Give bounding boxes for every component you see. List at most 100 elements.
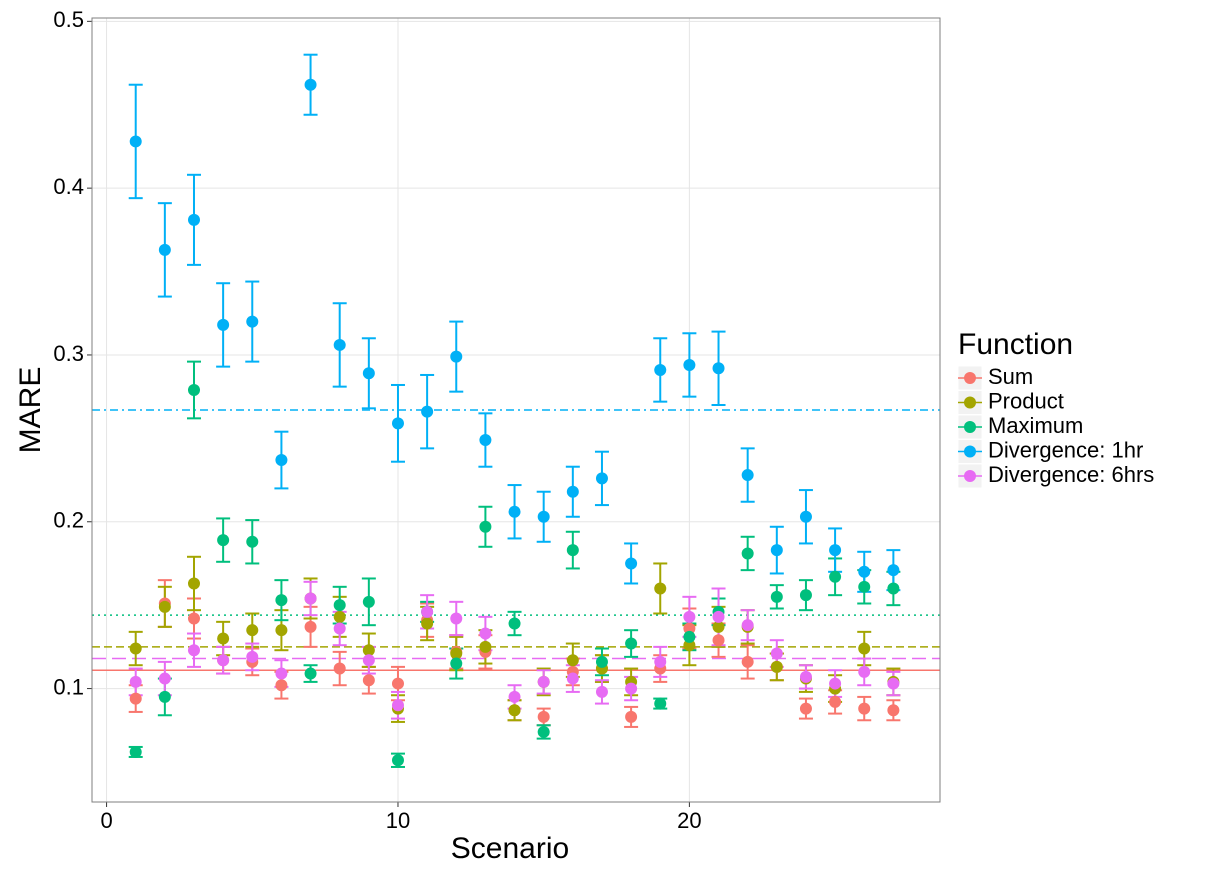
point: [158, 600, 171, 613]
point: [741, 469, 754, 482]
point: [858, 702, 871, 715]
point: [246, 315, 259, 328]
point: [391, 417, 404, 430]
point: [275, 594, 288, 607]
legend-label: Maximum: [988, 413, 1083, 438]
point: [333, 662, 346, 675]
point: [217, 318, 230, 331]
point: [887, 564, 900, 577]
legend-point: [964, 445, 976, 458]
legend-title: Function: [958, 328, 1073, 361]
point: [887, 582, 900, 595]
point: [829, 677, 842, 690]
point: [712, 610, 725, 623]
y-axis-title: MARE: [14, 367, 47, 454]
point: [683, 639, 696, 652]
point: [654, 582, 667, 595]
point: [275, 679, 288, 692]
point: [508, 617, 521, 630]
point: [625, 637, 638, 650]
point: [450, 612, 463, 625]
point: [799, 702, 812, 715]
point: [129, 692, 142, 705]
y-tick-label: 0.5: [53, 7, 84, 32]
point: [566, 654, 579, 667]
point: [333, 622, 346, 635]
point: [421, 405, 434, 418]
point: [362, 654, 375, 667]
point: [770, 590, 783, 603]
x-tick-label: 10: [386, 808, 410, 833]
point: [421, 605, 434, 618]
point: [829, 544, 842, 557]
point: [741, 547, 754, 560]
point: [887, 704, 900, 717]
point: [391, 699, 404, 712]
legend-point: [964, 421, 976, 433]
point: [595, 655, 608, 668]
point: [858, 665, 871, 678]
point: [158, 243, 171, 256]
legend-label: Divergence: 1hr: [988, 437, 1143, 462]
point: [275, 667, 288, 680]
point: [537, 710, 550, 723]
point: [712, 362, 725, 375]
point: [479, 520, 492, 533]
point: [537, 510, 550, 523]
point: [275, 454, 288, 467]
point: [158, 672, 171, 685]
point: [187, 644, 200, 657]
point: [246, 650, 259, 663]
point: [187, 383, 200, 396]
point: [508, 690, 521, 703]
point: [333, 610, 346, 623]
point: [362, 595, 375, 608]
point: [362, 644, 375, 657]
point: [217, 654, 230, 667]
point: [683, 610, 696, 623]
point: [450, 350, 463, 363]
point: [391, 754, 404, 767]
point: [158, 690, 171, 703]
point: [246, 535, 259, 548]
point: [712, 620, 725, 633]
point: [770, 660, 783, 673]
point: [304, 620, 317, 633]
point: [829, 695, 842, 708]
point: [537, 675, 550, 688]
point: [595, 472, 608, 485]
point: [129, 135, 142, 148]
point: [566, 672, 579, 685]
point: [275, 624, 288, 637]
y-tick-label: 0.4: [53, 174, 84, 199]
point: [129, 745, 142, 758]
point: [683, 358, 696, 371]
point: [304, 78, 317, 91]
point: [654, 655, 667, 668]
point: [129, 642, 142, 655]
point: [683, 622, 696, 635]
point: [421, 617, 434, 630]
legend-point: [964, 470, 976, 482]
legend-label: Product: [988, 388, 1064, 413]
point: [858, 580, 871, 593]
y-tick-label: 0.3: [53, 341, 84, 366]
point: [129, 675, 142, 688]
point: [858, 565, 871, 578]
point: [595, 685, 608, 698]
point: [799, 670, 812, 683]
point: [246, 624, 259, 637]
point: [450, 647, 463, 660]
point: [391, 677, 404, 690]
legend-point: [964, 372, 976, 384]
point: [625, 682, 638, 695]
point: [770, 647, 783, 660]
point: [187, 577, 200, 590]
point: [508, 505, 521, 518]
point: [625, 710, 638, 723]
legend-point: [964, 396, 976, 409]
point: [741, 619, 754, 632]
point: [799, 589, 812, 602]
y-tick-label: 0.1: [53, 674, 84, 699]
